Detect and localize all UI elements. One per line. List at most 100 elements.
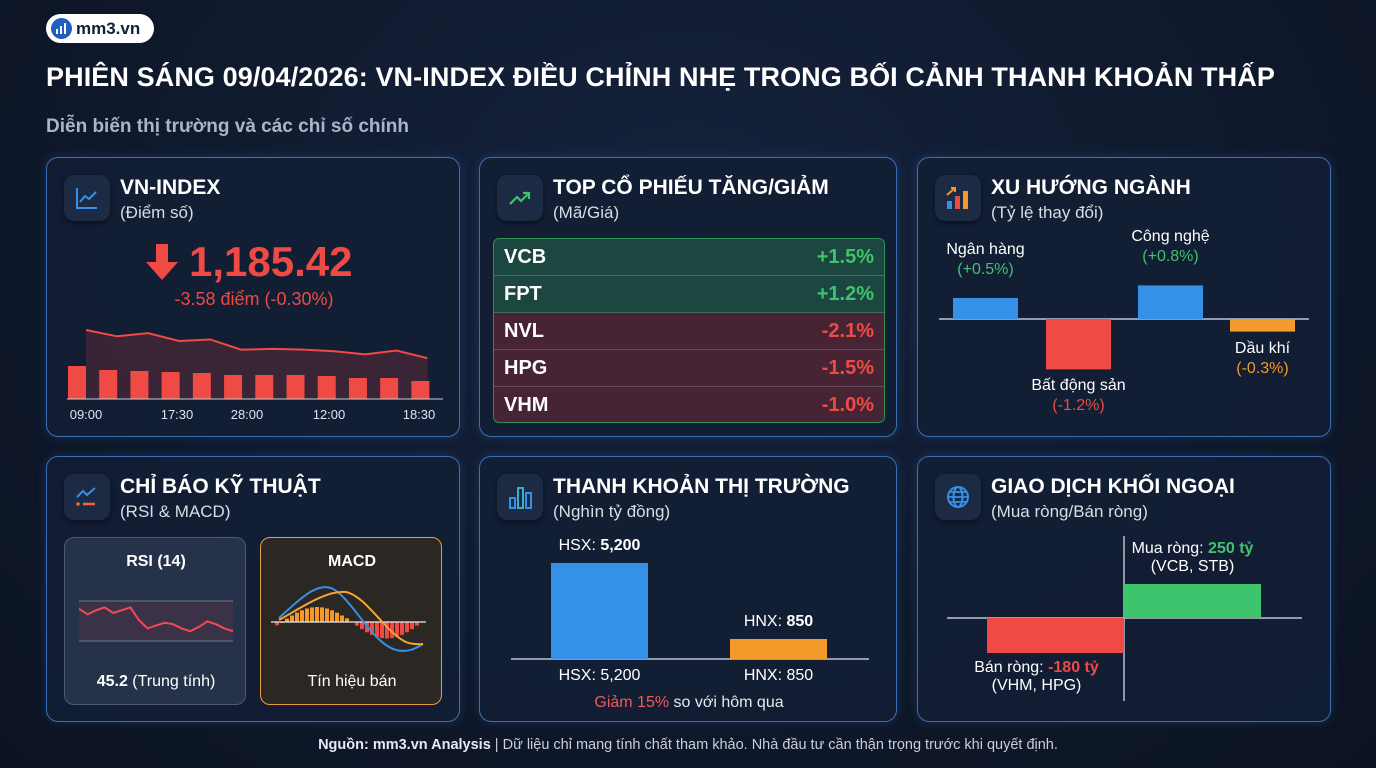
brand-logo[interactable]: mm3.vn — [46, 14, 154, 43]
stock-row[interactable]: VHM -1.0% — [494, 387, 884, 422]
volume-bar — [380, 378, 399, 399]
rsi-status: (Trung tính) — [132, 673, 216, 690]
macd-histogram-bar — [410, 622, 414, 630]
card-subtitle: (Mã/Giá) — [553, 203, 620, 222]
rsi-title: RSI (14) — [126, 553, 186, 570]
rsi-band — [79, 601, 233, 641]
index-line — [85, 329, 428, 360]
buy-bar — [1124, 584, 1261, 618]
volume-bar — [411, 381, 430, 399]
volume-bar — [68, 366, 86, 399]
liquidity-chart: HSX: 5,200 HSX: 5,200 HNX: 850 HNX: 850 — [480, 457, 898, 723]
foreign-card: GIAO DỊCH KHỐI NGOẠI (Mua ròng/Bán ròng)… — [917, 456, 1331, 722]
sector-name: Công nghệ — [1131, 228, 1210, 246]
stock-change: -1.0% — [821, 393, 874, 416]
stock-change: +1.5% — [816, 245, 874, 268]
vnindex-chart: 09:00 17:30 28:00 12:00 18:30 — [67, 329, 443, 422]
sell-label-text: Bán ròng: — [974, 659, 1049, 676]
liquidity-value-label: HNX: 850 — [700, 613, 857, 631]
sector-value: (-1.2%) — [1052, 397, 1105, 415]
macd-histogram-bar — [395, 622, 399, 637]
x-tick-label: 28:00 — [231, 407, 264, 422]
stock-row[interactable]: HPG -1.5% — [494, 350, 884, 387]
macd-histogram-bar — [300, 610, 304, 622]
volume-bar — [99, 370, 118, 399]
stock-ticker: HPG — [504, 356, 548, 379]
macd-histogram-bar — [355, 622, 359, 626]
macd-histogram-bar — [320, 607, 324, 622]
card-title: THANH KHOẢN THỊ TRƯỜNG — [553, 475, 850, 498]
liquidity-value-label: HSX: 5,200 — [521, 537, 678, 555]
sector-bar — [1046, 319, 1111, 370]
stock-ticker: FPT — [504, 282, 542, 305]
buy-stocks: (VCB, STB) — [1150, 558, 1235, 575]
macd-panel: MACD Tín hiệu bán — [260, 537, 442, 705]
stock-change: -1.5% — [821, 356, 874, 379]
card-subtitle: (Điểm số) — [120, 203, 194, 222]
exchange-prefix: HNX: — [743, 613, 787, 630]
sector-label: Công nghệ (+0.8%) — [1098, 227, 1243, 267]
sell-value: -180 tỷ — [1048, 659, 1099, 676]
macd-status: Tín hiệu bán — [307, 673, 397, 690]
card-subtitle: (Tỷ lệ thay đổi) — [991, 203, 1104, 222]
volume-bar — [255, 375, 274, 399]
liquidity-bar — [551, 563, 648, 659]
card-title: CHỈ BÁO KỸ THUẬT — [120, 475, 321, 498]
volume-bar — [130, 371, 149, 399]
bar-chart-icon — [497, 474, 543, 520]
volume-bar — [348, 378, 367, 399]
macd-histogram-bar — [375, 622, 379, 637]
volume-bar — [161, 372, 180, 399]
page-subtitle: Diễn biến thị trường và các chỉ số chính — [46, 116, 409, 137]
arrow-down-icon — [146, 244, 178, 280]
macd-histogram-bar — [390, 622, 394, 639]
macd-histogram-bar — [275, 622, 279, 626]
stock-change: +1.2% — [816, 282, 874, 305]
signal-line — [278, 590, 424, 646]
liquidity-card: THANH KHOẢN THỊ TRƯỜNG (Nghìn tỷ đồng) H… — [479, 456, 897, 722]
card-subtitle: (Mua ròng/Bán ròng) — [991, 502, 1148, 521]
sector-value: (+0.5%) — [957, 261, 1014, 278]
macd-histogram-bar — [400, 622, 404, 635]
exchange-value: 5,200 — [600, 537, 641, 554]
stock-ticker: NVL — [504, 319, 544, 342]
sector-value: (-0.3%) — [1236, 359, 1289, 377]
footer-source: Nguồn: mm3.vn Analysis — [318, 737, 491, 753]
x-tick-label: 12:00 — [313, 407, 346, 422]
card-subtitle: (Nghìn tỷ đồng) — [553, 502, 671, 521]
liquidity-axis-label: HNX: 850 — [743, 667, 814, 684]
card-subtitle: (RSI & MACD) — [120, 502, 231, 521]
volume-bar — [192, 373, 211, 399]
volume-bar — [317, 376, 336, 399]
buy-label: Mua ròng: 250 tỷ (VCB, STB) — [1124, 540, 1261, 576]
stock-row[interactable]: VCB +1.5% — [494, 239, 884, 276]
stock-row[interactable]: NVL -2.1% — [494, 313, 884, 350]
globe-icon — [935, 474, 981, 520]
macd-histogram-bar — [385, 622, 389, 639]
macd-title: MACD — [328, 553, 376, 570]
sector-bar — [1138, 285, 1203, 319]
rsi-line — [78, 606, 234, 633]
macd-histogram-bar — [295, 612, 299, 622]
sectors-card: XU HƯỚNG NGÀNH (Tỷ lệ thay đổi) Ngân hàn… — [917, 157, 1331, 437]
sector-label: Bất động sản (-1.2%) — [1006, 376, 1151, 416]
stock-ticker: VHM — [504, 393, 549, 416]
macd-histogram-bar — [325, 608, 329, 622]
stock-row[interactable]: FPT +1.2% — [494, 276, 884, 313]
liquidity-note-highlight: Giảm 15% — [594, 694, 670, 711]
card-title: XU HƯỚNG NGÀNH — [991, 176, 1191, 199]
x-tick-label: 17:30 — [161, 407, 194, 422]
volume-bar — [286, 375, 305, 399]
sector-name: Ngân hàng — [946, 241, 1025, 258]
index-change: -3.58 điểm (-0.30%) — [174, 289, 334, 309]
macd-histogram-bar — [290, 615, 294, 622]
rsi-panel: RSI (14) 45.2 (Trung tính) — [64, 537, 246, 705]
sector-bar — [953, 298, 1018, 319]
sector-label: Dầu khí (-0.3%) — [1190, 339, 1335, 379]
macd-histogram-bar — [370, 622, 374, 635]
index-value: 1,185.42 — [189, 238, 353, 285]
liquidity-bar — [730, 639, 827, 659]
sell-stocks: (VHM, HPG) — [991, 677, 1082, 694]
macd-histogram-bar — [360, 622, 364, 630]
macd-histogram-bar — [380, 622, 384, 639]
